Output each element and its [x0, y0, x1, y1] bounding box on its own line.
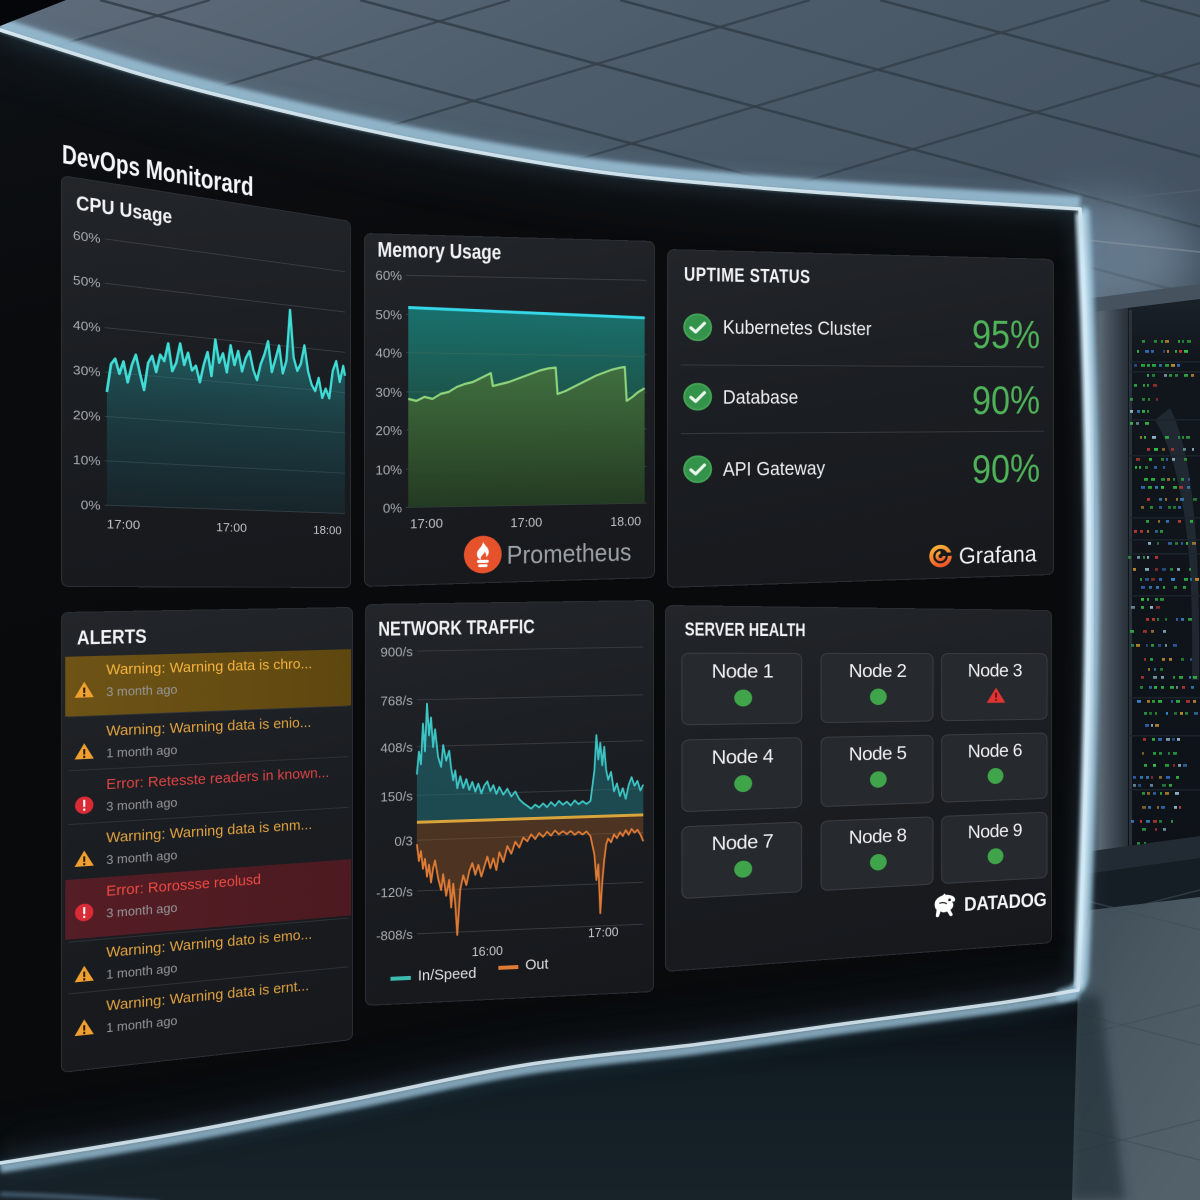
svg-text:40%: 40%	[73, 318, 101, 335]
svg-text:17:00: 17:00	[510, 515, 542, 530]
svg-text:10%: 10%	[375, 463, 402, 478]
svg-text:0%: 0%	[383, 501, 402, 516]
svg-text:17:00: 17:00	[410, 516, 443, 531]
svg-text:900/s: 900/s	[381, 644, 414, 659]
svg-text:-808/s: -808/s	[376, 927, 413, 943]
svg-text:60%: 60%	[73, 228, 101, 246]
svg-text:17:00: 17:00	[216, 521, 247, 535]
svg-text:50%: 50%	[375, 308, 402, 323]
svg-text:0%: 0%	[81, 498, 101, 512]
svg-text:17:00: 17:00	[107, 517, 141, 531]
svg-text:0/3: 0/3	[394, 834, 412, 849]
svg-text:30%: 30%	[375, 385, 402, 399]
svg-text:20%: 20%	[375, 424, 402, 438]
svg-text:60%: 60%	[375, 268, 402, 283]
svg-text:10%: 10%	[73, 453, 101, 468]
svg-text:50%: 50%	[73, 273, 101, 290]
svg-text:16:00: 16:00	[472, 943, 503, 959]
svg-text:30%: 30%	[73, 363, 101, 379]
svg-text:20%: 20%	[73, 408, 101, 424]
svg-text:408/s: 408/s	[381, 740, 414, 755]
svg-text:18.00: 18.00	[610, 514, 641, 528]
svg-text:17:00: 17:00	[588, 925, 619, 941]
svg-text:-120/s: -120/s	[376, 884, 413, 900]
svg-text:768/s: 768/s	[381, 693, 414, 708]
svg-text:150/s: 150/s	[381, 789, 414, 805]
svg-text:40%: 40%	[375, 346, 402, 361]
svg-text:18:00: 18:00	[313, 524, 342, 537]
